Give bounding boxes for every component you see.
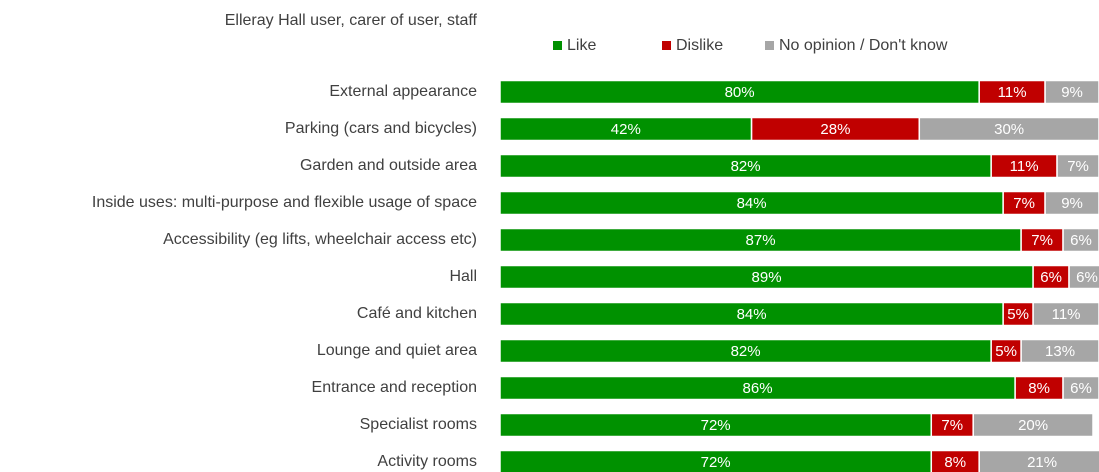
data-label: 6%	[1076, 269, 1098, 286]
data-label: 72%	[701, 417, 731, 434]
category-label: Inside uses: multi-purpose and flexible …	[92, 194, 477, 211]
category-label: Specialist rooms	[360, 416, 477, 433]
chart-title: Elleray Hall user, carer of user, staff	[225, 12, 478, 29]
data-label: 7%	[1031, 232, 1053, 249]
category-label: Parking (cars and bicycles)	[285, 120, 477, 137]
data-label: 5%	[1007, 306, 1029, 323]
data-label: 7%	[1067, 158, 1089, 175]
bar-segment	[978, 449, 1099, 472]
legend-label: Dislike	[676, 37, 723, 54]
legend-swatch	[553, 41, 562, 50]
data-label: 5%	[995, 343, 1017, 360]
data-label: 7%	[1013, 195, 1035, 212]
category-label: Accessibility (eg lifts, wheelchair acce…	[163, 231, 477, 248]
data-label: 84%	[737, 195, 767, 212]
category-label: Activity rooms	[377, 453, 477, 470]
category-label: Garden and outside area	[300, 157, 477, 174]
data-label: 6%	[1070, 380, 1092, 397]
category-label: Lounge and quiet area	[317, 342, 477, 359]
data-label: 9%	[1061, 195, 1083, 212]
data-label: 80%	[725, 84, 755, 101]
data-label: 11%	[1010, 158, 1039, 175]
data-label: 82%	[731, 343, 761, 360]
data-label: 84%	[737, 306, 767, 323]
legend-swatch	[765, 41, 774, 50]
data-label: 13%	[1045, 343, 1075, 360]
data-label: 11%	[998, 84, 1027, 101]
bar-segment	[1062, 227, 1099, 253]
data-label: 87%	[746, 232, 776, 249]
bar-segment	[1020, 338, 1099, 364]
data-label: 82%	[731, 158, 761, 175]
data-label: 8%	[1028, 380, 1050, 397]
bar-segment	[1062, 375, 1099, 401]
data-label: 28%	[820, 121, 850, 138]
data-label: 89%	[752, 269, 782, 286]
category-label: External appearance	[329, 83, 477, 100]
data-label: 8%	[944, 454, 966, 471]
data-label: 21%	[1027, 454, 1057, 471]
data-label: 42%	[611, 121, 641, 138]
legend-label: Like	[567, 37, 596, 54]
data-label: 30%	[994, 121, 1024, 138]
category-label: Entrance and reception	[312, 379, 477, 396]
data-label: 11%	[1052, 306, 1081, 323]
data-label: 6%	[1070, 232, 1092, 249]
data-label: 7%	[941, 417, 963, 434]
data-label: 72%	[701, 454, 731, 471]
data-label: 20%	[1018, 417, 1048, 434]
category-label: Hall	[449, 268, 477, 285]
bar-segment	[1068, 264, 1099, 290]
category-label: Café and kitchen	[357, 305, 477, 322]
legend-label: No opinion / Don't know	[779, 37, 948, 54]
data-label: 9%	[1061, 84, 1083, 101]
data-label: 6%	[1040, 269, 1062, 286]
bar-segment	[972, 412, 1094, 438]
data-label: 86%	[743, 380, 773, 397]
legend-swatch	[662, 41, 671, 50]
